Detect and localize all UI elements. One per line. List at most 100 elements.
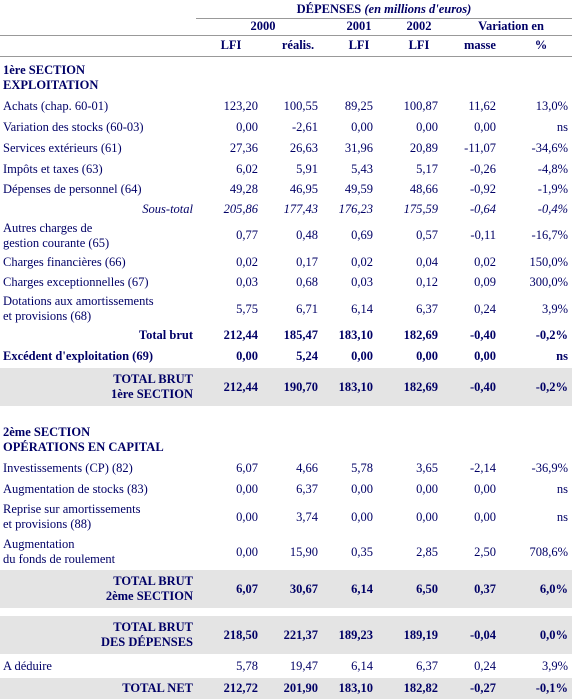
cell-value: 5,75 bbox=[236, 301, 258, 316]
cell-value: 0,24 bbox=[474, 658, 496, 673]
cell-value: 177,43 bbox=[283, 201, 318, 216]
cell-value: 175,59 bbox=[403, 201, 438, 216]
row-label: A déduire bbox=[3, 654, 193, 678]
label-line: DES DÉPENSES bbox=[100, 635, 193, 649]
row-label: Charges financières (66) bbox=[3, 252, 193, 272]
cell-value: -0,27 bbox=[469, 681, 496, 695]
label-line: Augmentation de stocks (83) bbox=[3, 481, 148, 496]
row-label: TOTAL BRUT 2ème SECTION bbox=[3, 570, 197, 608]
cell-value: 3,9% bbox=[541, 301, 568, 316]
cell-value: 0,00 bbox=[236, 120, 258, 134]
cell-value: -0,64 bbox=[469, 201, 496, 216]
cell-value: -16,7% bbox=[531, 228, 568, 242]
label-line: gestion courante (65) bbox=[3, 235, 110, 250]
label-line: et provisions (68) bbox=[3, 309, 92, 323]
cell-value: 6,07 bbox=[236, 460, 258, 475]
cell-value: 0,00 bbox=[351, 509, 373, 524]
cell-value: 6,37 bbox=[416, 301, 438, 316]
table-row: Impôts et taxes (63) 6,02 5,91 5,43 5,17 -0,2… bbox=[0, 159, 572, 180]
cell-value: 48,66 bbox=[409, 182, 438, 196]
row-label: Investissements (CP) (82) bbox=[3, 458, 193, 478]
cell-value: 3,65 bbox=[416, 460, 438, 475]
cell-value: -1,9% bbox=[537, 182, 568, 196]
cell-value: 4,66 bbox=[296, 460, 318, 475]
cell-value: 189,23 bbox=[338, 627, 373, 642]
label-line: Investissements (CP) (82) bbox=[3, 460, 133, 475]
cell-value: 15,90 bbox=[289, 544, 318, 559]
title: DÉPENSES bbox=[296, 2, 362, 16]
cell-value: 31,96 bbox=[344, 141, 373, 155]
cell-value: 100,87 bbox=[403, 99, 438, 113]
row-label: Sous-total bbox=[3, 199, 225, 219]
cell-value: 19,47 bbox=[289, 658, 318, 673]
label-line: Impôts et taxes (63) bbox=[3, 162, 103, 176]
label-line: 2ème SECTION bbox=[105, 589, 193, 603]
cell-value: 182,69 bbox=[403, 379, 438, 394]
cell-value: -2,14 bbox=[469, 460, 496, 475]
cell-value: 205,86 bbox=[223, 201, 258, 216]
table-row: TOTAL NET 212,72 201,90 183,10 182,82 -0,27 -0… bbox=[0, 678, 572, 699]
label-line: TOTAL NET bbox=[122, 681, 193, 695]
cell-value: 0,00 bbox=[416, 348, 438, 363]
cell-value: 0,02 bbox=[474, 254, 496, 269]
column-header: LFI bbox=[348, 38, 370, 52]
table-row: Excédent d'exploitation (69) 0,00 5,24 0,00… bbox=[0, 344, 572, 368]
cell-value: 27,36 bbox=[229, 141, 258, 155]
row-label: TOTAL NET bbox=[3, 678, 197, 699]
year-header: Variation en bbox=[478, 19, 544, 33]
label-line: 1ère SECTION bbox=[3, 63, 86, 77]
cell-value: 0,00 bbox=[351, 481, 373, 496]
cell-value: 0,04 bbox=[416, 254, 438, 269]
cell-value: 0,69 bbox=[351, 228, 373, 242]
cell-value: ns bbox=[556, 509, 568, 524]
table-row: Achats (chap. 60-01) 123,20 100,55 89,25 100… bbox=[0, 96, 572, 117]
cell-value: -0,92 bbox=[469, 182, 496, 196]
cell-value: 6,14 bbox=[351, 301, 373, 316]
cell-value: 49,59 bbox=[344, 182, 373, 196]
cell-value: 0,77 bbox=[236, 228, 258, 242]
cell-value: 0,09 bbox=[474, 274, 496, 289]
row-label: Impôts et taxes (63) bbox=[3, 159, 193, 180]
cell-value: 6,14 bbox=[351, 581, 373, 596]
row-label: 1ère SECTION EXPLOITATION bbox=[3, 56, 193, 96]
cell-value: -11,07 bbox=[464, 141, 496, 155]
cell-value: 0,00 bbox=[236, 544, 258, 559]
label-line: du fonds de roulement bbox=[3, 552, 116, 566]
rule bbox=[0, 35, 572, 36]
cell-value: 189,19 bbox=[403, 627, 438, 642]
cell-value: 3,74 bbox=[296, 509, 318, 524]
cell-value: -34,6% bbox=[531, 141, 568, 155]
table-row: A déduire 5,78 19,47 6,14 6,37 0,24 3,9% bbox=[0, 654, 572, 678]
cell-value: 218,50 bbox=[223, 627, 258, 642]
cell-value: 0,03 bbox=[351, 274, 373, 289]
cell-value: 2,85 bbox=[416, 544, 438, 559]
cell-value: 0,00 bbox=[416, 509, 438, 524]
cell-value: 0,03 bbox=[236, 274, 258, 289]
cell-value: 3,9% bbox=[541, 658, 568, 673]
cell-value: 11,62 bbox=[468, 99, 496, 113]
cell-value: 212,72 bbox=[223, 681, 258, 695]
cell-value: ns bbox=[556, 481, 568, 496]
cell-value: 150,0% bbox=[529, 254, 568, 269]
cell-value: 0,00 bbox=[416, 120, 438, 134]
label-line: Achats (chap. 60-01) bbox=[3, 99, 109, 113]
cell-value: 123,20 bbox=[223, 99, 258, 113]
row-label: 2ème SECTION OPÉRATIONS EN CAPITAL bbox=[3, 406, 193, 458]
year-header: 2002 bbox=[406, 19, 432, 33]
label-line: Augmentation bbox=[3, 537, 75, 551]
cell-value: 13,0% bbox=[535, 99, 568, 113]
cell-value: 6,02 bbox=[236, 162, 258, 176]
row-label: Services extérieurs (61) bbox=[3, 138, 193, 159]
cell-value: 5,78 bbox=[236, 658, 258, 673]
cell-value: 0,37 bbox=[474, 581, 496, 596]
column-header: LFI bbox=[220, 38, 242, 52]
label-line: 2ème SECTION bbox=[3, 425, 91, 439]
label-line: Autres charges de bbox=[3, 220, 93, 235]
cell-value: 0,00 bbox=[351, 348, 373, 363]
cell-value: 26,63 bbox=[289, 141, 318, 155]
table-row: Charges exceptionnelles (67) 0,03 0,68 0,03… bbox=[0, 272, 572, 292]
table-row: Augmentation du fonds de roulement 0,00 15,… bbox=[0, 534, 572, 570]
row-label: Dotations aux amortissements et provision… bbox=[3, 292, 193, 326]
cell-value: 212,44 bbox=[223, 379, 258, 394]
row-label: Excédent d'exploitation (69) bbox=[3, 344, 193, 368]
